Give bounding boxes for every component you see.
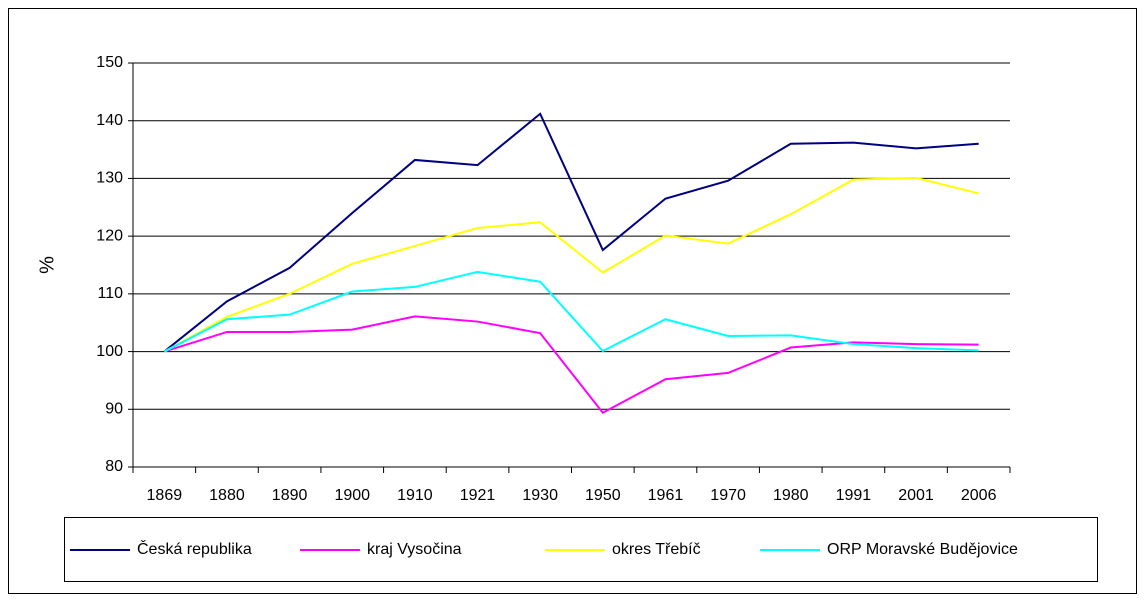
x-tick-label: 1900	[334, 487, 370, 504]
x-tick-label: 1921	[460, 487, 496, 504]
legend-label: ORP Moravské Budějovice	[827, 541, 1018, 558]
y-tick-label: 150	[96, 54, 123, 71]
y-tick-label: 130	[96, 170, 123, 187]
x-tick-label: 1970	[710, 487, 746, 504]
y-tick-label: 120	[96, 227, 123, 244]
series-line	[163, 112, 979, 353]
legend-label: Česká republika	[137, 539, 252, 558]
legend-label: kraj Vysočina	[367, 541, 462, 558]
y-tick-label: 110	[97, 285, 123, 302]
y-tick-label: 140	[96, 112, 123, 129]
y-axis-label: %	[36, 256, 58, 274]
x-tick-label: 1991	[836, 487, 872, 504]
series-line	[163, 176, 979, 353]
y-tick-label: 80	[105, 458, 123, 475]
x-tick-label: 1890	[272, 487, 308, 504]
x-tick-label: 1950	[585, 487, 621, 504]
x-tick-label: 2006	[961, 487, 997, 504]
x-tick-label: 1930	[522, 487, 558, 504]
chart-frame	[8, 8, 1137, 594]
x-tick-label: 1980	[773, 487, 809, 504]
y-tick-label: 100	[96, 343, 123, 360]
x-tick-label: 2001	[898, 487, 934, 504]
x-tick-label: 1910	[397, 487, 433, 504]
series-line	[163, 270, 979, 353]
x-tick-label: 1880	[209, 487, 245, 504]
x-tick-label: 1961	[648, 487, 684, 504]
x-tick-label: 1869	[147, 487, 183, 504]
legend-label: okres Třebíč	[612, 541, 701, 558]
y-tick-label: 90	[105, 401, 123, 418]
